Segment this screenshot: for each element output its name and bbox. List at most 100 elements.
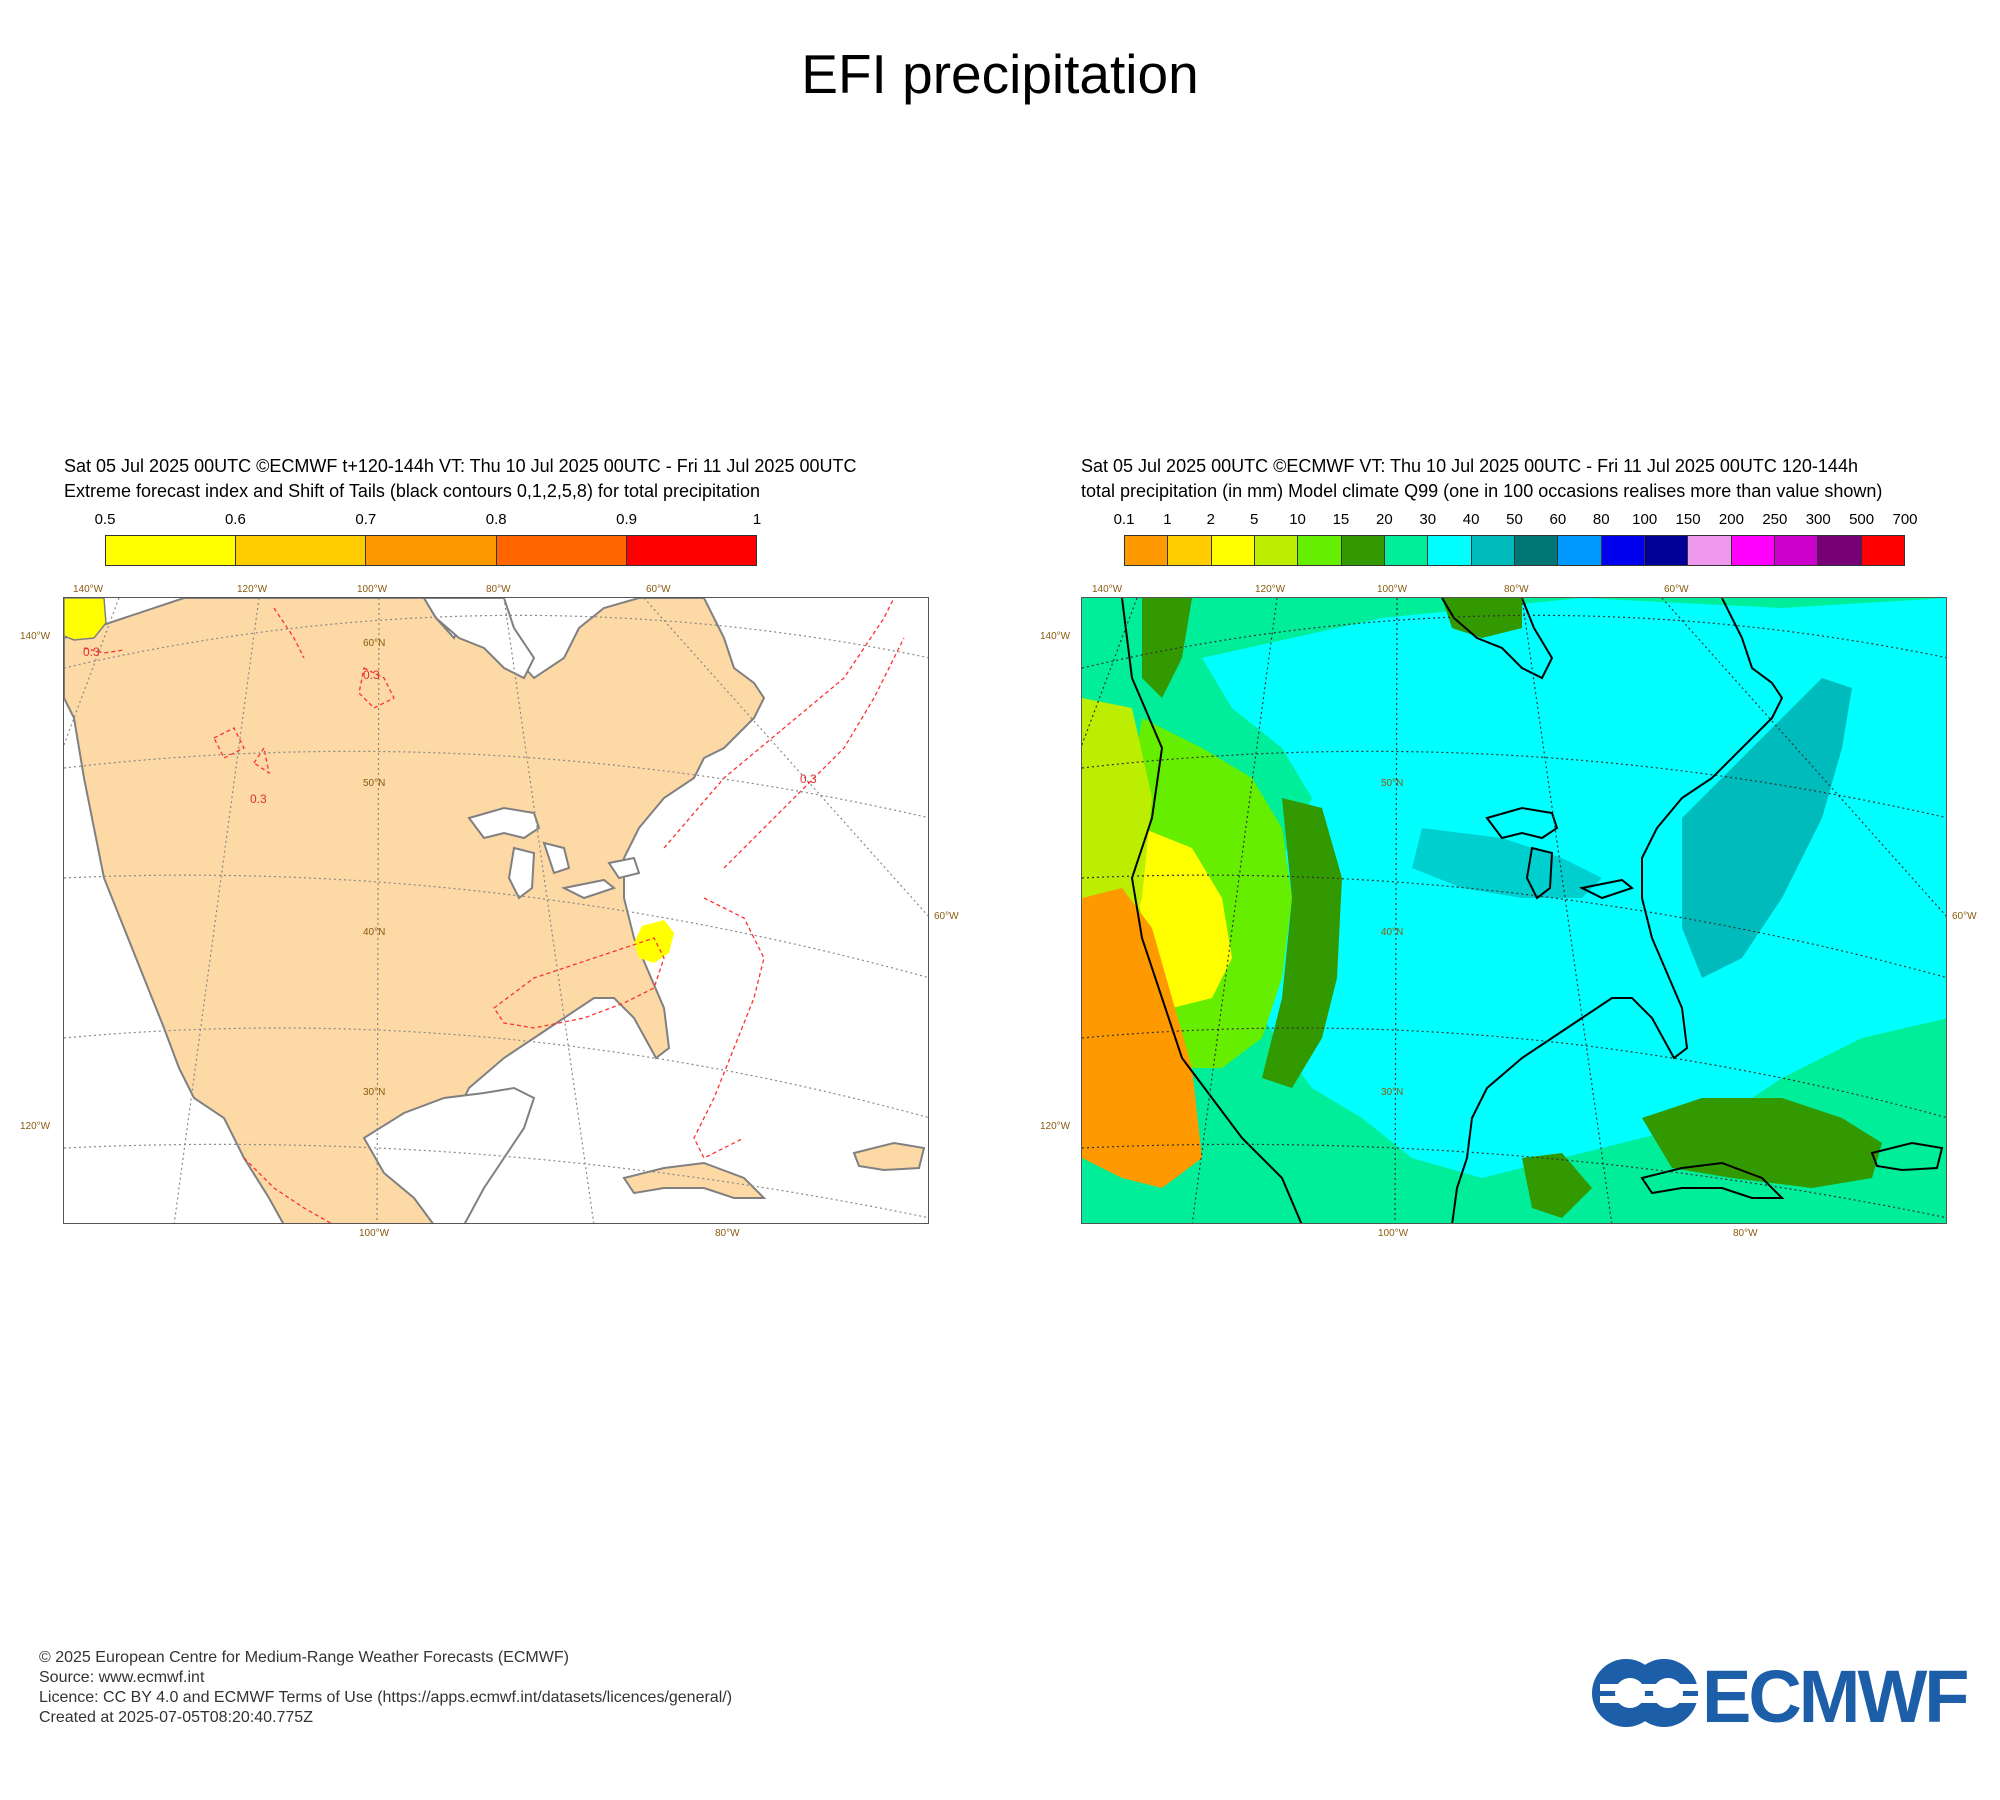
ecmwf-logo-text: ECMWF: [1702, 1656, 1967, 1730]
footer-licence: Licence: CC BY 4.0 and ECMWF Terms of Us…: [39, 1689, 733, 1706]
q99-darkgreen-hudson: [1442, 598, 1522, 638]
efi-left-label: 120°W: [20, 1121, 51, 1132]
q99-bottom-lon-label: 80°W: [1733, 1228, 1758, 1239]
colorbar-tick-label: 200: [1718, 511, 1744, 528]
colorbar-swatch: [1384, 536, 1429, 565]
efi-contours: [83, 598, 905, 1223]
colorbar-tick-label: 0.5: [94, 511, 116, 528]
colorbar-swatch: [1558, 536, 1602, 565]
colorbar-tick-label: 80: [1592, 511, 1610, 528]
colorbar-tick-label: 15: [1332, 511, 1350, 528]
colorbar-tick-label: 300: [1805, 511, 1831, 528]
colorbar-swatch: [496, 536, 627, 565]
q99-green-mexico: [1522, 1153, 1592, 1218]
footer: © 2025 European Centre for Medium-Range …: [39, 1648, 732, 1728]
efi-header-line2: Extreme forecast index and Shift of Tail…: [64, 481, 761, 501]
q99-teal-midwest: [1412, 828, 1602, 898]
colorbar-swatch: [1861, 536, 1904, 565]
q99-top-lon-label: 120°W: [1255, 584, 1286, 595]
colorbar-swatch: [626, 536, 757, 565]
q99-right-label: 60°W: [1952, 911, 1977, 922]
efi-map-drawing: [64, 598, 928, 1223]
colorbar-swatch: [1514, 536, 1559, 565]
efi-lat-label: 40°N: [363, 927, 386, 938]
efi-header-line1: Sat 05 Jul 2025 00UTC ©ECMWF t+120-144h …: [64, 456, 857, 476]
colorbar-swatch: [366, 536, 497, 565]
colorbar-tick-label: 0.9: [616, 511, 638, 528]
colorbar-tick-label: 2: [1206, 511, 1215, 528]
colorbar-tick-label: 0.1: [1113, 511, 1135, 528]
efi-top-lon-label: 100°W: [357, 584, 388, 595]
q99-top-lon-label: 100°W: [1377, 584, 1408, 595]
q99-top-lon-label: 60°W: [1664, 584, 1689, 595]
efi-bottom-lon-label: 80°W: [715, 1228, 740, 1239]
efi-top-lon-label: 120°W: [237, 584, 268, 595]
colorbar-tick-label: 60: [1549, 511, 1567, 528]
q99-header-line2: total precipitation (in mm) Model climat…: [1081, 481, 1883, 501]
q99-left-label: 140°W: [1040, 631, 1071, 642]
colorbar-tick-label: 30: [1419, 511, 1437, 528]
colorbar-swatch: [1428, 536, 1472, 565]
efi-contour-label: 0.3: [83, 645, 100, 659]
efi-contour-label: 0.3: [250, 792, 267, 806]
q99-bottom-lon-label: 100°W: [1378, 1228, 1409, 1239]
colorbar-tick-label: 100: [1632, 511, 1658, 528]
efi-graticule: [64, 598, 928, 1223]
colorbar-tick-label: 10: [1289, 511, 1306, 528]
ecmwf-logo: ECMWF: [1592, 1656, 1970, 1730]
colorbar-tick-label: 0.8: [485, 511, 507, 528]
colorbar-swatch: [1125, 536, 1169, 565]
efi-map: [63, 597, 929, 1224]
efi-hispaniola: [852, 1141, 926, 1172]
q99-top-lon-label: 140°W: [1092, 584, 1123, 595]
colorbar-swatch: [1471, 536, 1515, 565]
colorbar-swatch: [1774, 536, 1819, 565]
colorbar-swatch: [1298, 536, 1342, 565]
efi-right-label: 60°W: [934, 911, 959, 922]
page-title: EFI precipitation: [801, 43, 1199, 105]
efi-top-lon-label: 80°W: [486, 584, 511, 595]
q99-top-lon-label: 80°W: [1504, 584, 1529, 595]
colorbar-tick-label: 1: [752, 511, 762, 528]
q99-map-drawing: [1082, 598, 1946, 1223]
efi-lat-label: 30°N: [363, 1087, 386, 1098]
colorbar-tick-label: 0.7: [355, 511, 377, 528]
efi-lat-label: 50°N: [363, 778, 386, 789]
efi-great-lakes: [467, 806, 641, 900]
q99-map: [1081, 597, 1947, 1224]
q99-left-label: 120°W: [1040, 1121, 1071, 1132]
q99-lat-label: 50°N: [1381, 778, 1404, 789]
colorbar-swatch: [1211, 536, 1255, 565]
q99-header-line1: Sat 05 Jul 2025 00UTC ©ECMWF VT: Thu 10 …: [1081, 456, 1858, 476]
q99-darkgreen-north: [1142, 598, 1192, 698]
colorbar-tick-label: 150: [1675, 511, 1701, 528]
q99-teal-atlantic: [1682, 678, 1852, 978]
q99-lat-label: 40°N: [1381, 927, 1404, 938]
colorbar-swatch: [1731, 536, 1775, 565]
colorbar-swatch: [1601, 536, 1645, 565]
colorbar-tick-label: 50: [1506, 511, 1523, 528]
colorbar-swatch: [1341, 536, 1385, 565]
efi-panel-header: Sat 05 Jul 2025 00UTC ©ECMWF t+120-144h …: [64, 454, 856, 504]
colorbar-tick-label: 5: [1249, 511, 1259, 528]
efi-colorbar: [105, 535, 757, 566]
efi-top-lon-label: 60°W: [646, 584, 671, 595]
colorbar-swatch: [1644, 536, 1689, 565]
efi-top-lon-label: 140°W: [73, 584, 104, 595]
ecmwf-logo-mark-icon: [1592, 1659, 1700, 1727]
q99-colorbar: [1124, 535, 1905, 566]
colorbar-swatch: [1254, 536, 1299, 565]
colorbar-tick-label: 1: [1163, 511, 1172, 528]
colorbar-tick-label: 500: [1849, 511, 1875, 528]
efi-alaska: [64, 598, 107, 641]
footer-created: Created at 2025-07-05T08:20:40.775Z: [39, 1709, 313, 1726]
efi-cuba: [622, 1161, 767, 1199]
efi-contour-label: 0.3: [363, 668, 380, 682]
colorbar-swatch: [1818, 536, 1862, 565]
colorbar-swatch: [236, 536, 367, 565]
colorbar-tick-label: 20: [1375, 511, 1393, 528]
colorbar-tick-label: 700: [1892, 511, 1918, 528]
colorbar-tick-label: 0.6: [224, 511, 246, 528]
efi-left-label: 140°W: [20, 631, 51, 642]
q99-panel-header: Sat 05 Jul 2025 00UTC ©ECMWF VT: Thu 10 …: [1081, 454, 1882, 504]
